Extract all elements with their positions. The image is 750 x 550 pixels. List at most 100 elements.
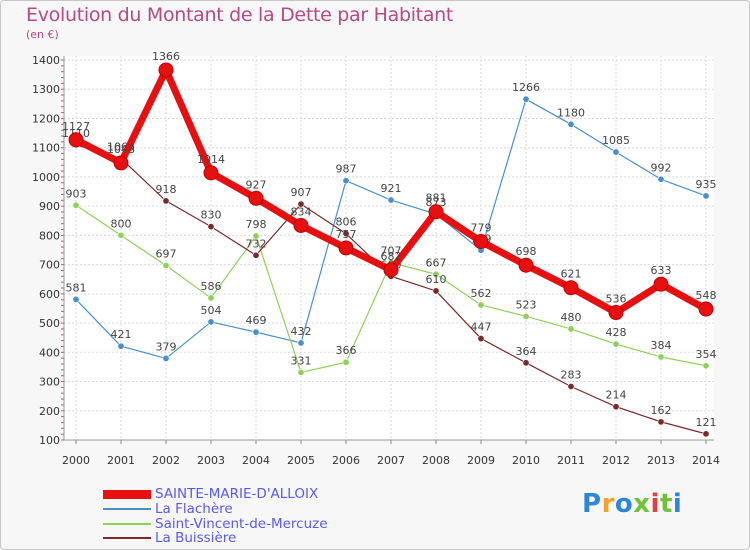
- logo-letter: t: [659, 489, 673, 519]
- data-label: 834: [291, 205, 312, 218]
- data-point: [252, 328, 260, 336]
- data-point: [297, 200, 305, 208]
- series-main: 1127 1048 1366 1014 927 834 757 682 881 779 698 621…: [62, 50, 717, 321]
- data-point: [612, 148, 620, 156]
- data-point: [657, 175, 665, 183]
- data-label: 610: [426, 273, 447, 286]
- chart-unit-label: (en €): [26, 28, 59, 41]
- x-tick-label: 2001: [107, 454, 135, 467]
- data-point: [297, 368, 305, 376]
- legend-swatch: [103, 489, 151, 499]
- legend-label: SAINTE-MARIE-D'ALLOIX: [155, 486, 319, 502]
- data-label: 992: [651, 161, 672, 174]
- data-label: 682: [381, 250, 402, 263]
- y-tick-label: 1100: [32, 142, 60, 155]
- data-label: 830: [201, 209, 222, 222]
- data-point: [162, 354, 170, 362]
- data-point: [68, 132, 84, 148]
- data-label: 1127: [62, 120, 90, 133]
- data-point: [432, 287, 440, 295]
- data-label: 586: [201, 280, 222, 293]
- data-label: 121: [696, 416, 717, 429]
- data-point: [567, 383, 575, 391]
- y-tick-label: 1000: [32, 171, 60, 184]
- data-label: 384: [651, 339, 672, 352]
- data-label: 806: [336, 216, 357, 229]
- data-label: 1266: [512, 81, 540, 94]
- x-tick-label: 2000: [62, 454, 90, 467]
- data-label: 354: [696, 348, 717, 361]
- data-label: 881: [426, 192, 447, 205]
- data-label: 873: [426, 196, 447, 209]
- data-label: 1180: [557, 106, 585, 119]
- y-tick-label: 700: [39, 259, 60, 272]
- data-point: [702, 192, 710, 200]
- data-point: [338, 240, 354, 256]
- data-point: [342, 230, 350, 238]
- legend-label: La Buissière: [155, 530, 237, 546]
- x-tick-label: 2012: [602, 454, 630, 467]
- data-label: 698: [516, 245, 537, 258]
- data-point: [203, 165, 219, 181]
- data-point: [432, 270, 440, 278]
- data-label: 504: [201, 304, 222, 317]
- legend-swatch: [103, 523, 151, 525]
- x-tick-label: 2005: [287, 454, 315, 467]
- data-point: [653, 276, 669, 292]
- data-label: 921: [381, 182, 402, 195]
- series-2: 903 800 697 586 798 331 366 707 667 562 523 480 428 3…: [66, 187, 717, 376]
- data-label: 331: [291, 354, 312, 367]
- logo-letter: i: [672, 489, 683, 519]
- data-point: [657, 353, 665, 361]
- data-point: [162, 261, 170, 269]
- data-label: 918: [156, 183, 177, 196]
- data-point: [72, 201, 80, 209]
- data-point: [207, 294, 215, 302]
- x-tick-label: 2008: [422, 454, 450, 467]
- data-label: 581: [66, 281, 87, 294]
- data-point: [342, 358, 350, 366]
- data-point: [117, 342, 125, 350]
- x-tick-label: 2010: [512, 454, 540, 467]
- data-label: 903: [66, 187, 87, 200]
- data-label: 480: [561, 311, 582, 324]
- legend-label: La Flachère: [155, 501, 233, 517]
- data-point: [518, 257, 534, 273]
- x-tick-label: 2004: [242, 454, 270, 467]
- data-point: [252, 251, 260, 259]
- y-tick-label: 1400: [32, 54, 60, 67]
- x-tick-label: 2006: [332, 454, 360, 467]
- x-tick-label: 2013: [647, 454, 675, 467]
- data-label: 562: [471, 287, 492, 300]
- data-label: 732: [246, 237, 267, 250]
- data-point: [342, 177, 350, 185]
- data-point: [698, 301, 714, 317]
- data-point: [297, 339, 305, 347]
- data-point: [72, 295, 80, 303]
- data-point: [567, 325, 575, 333]
- data-point: [657, 418, 665, 426]
- legend-label: Saint-Vincent-de-Mercuze: [155, 516, 328, 532]
- logo-letter: i: [650, 489, 660, 519]
- data-label: 283: [561, 369, 582, 382]
- data-label: 421: [111, 328, 132, 341]
- x-tick-label: 2002: [152, 454, 180, 467]
- data-point: [702, 430, 710, 438]
- data-point: [522, 359, 530, 367]
- data-label: 428: [606, 326, 627, 339]
- data-point: [702, 362, 710, 370]
- y-tick-label: 1300: [32, 83, 60, 96]
- data-label: 548: [696, 289, 717, 302]
- data-point: [563, 280, 579, 296]
- data-label: 800: [111, 217, 132, 230]
- data-point: [612, 403, 620, 411]
- logo-letter: P: [582, 489, 602, 519]
- y-tick-label: 200: [39, 405, 60, 418]
- data-label: 907: [291, 186, 312, 199]
- data-label: 935: [696, 178, 717, 191]
- data-point: [473, 234, 489, 250]
- data-label: 927: [246, 178, 267, 191]
- logo-letter: x: [633, 489, 651, 519]
- y-tick-label: 600: [39, 288, 60, 301]
